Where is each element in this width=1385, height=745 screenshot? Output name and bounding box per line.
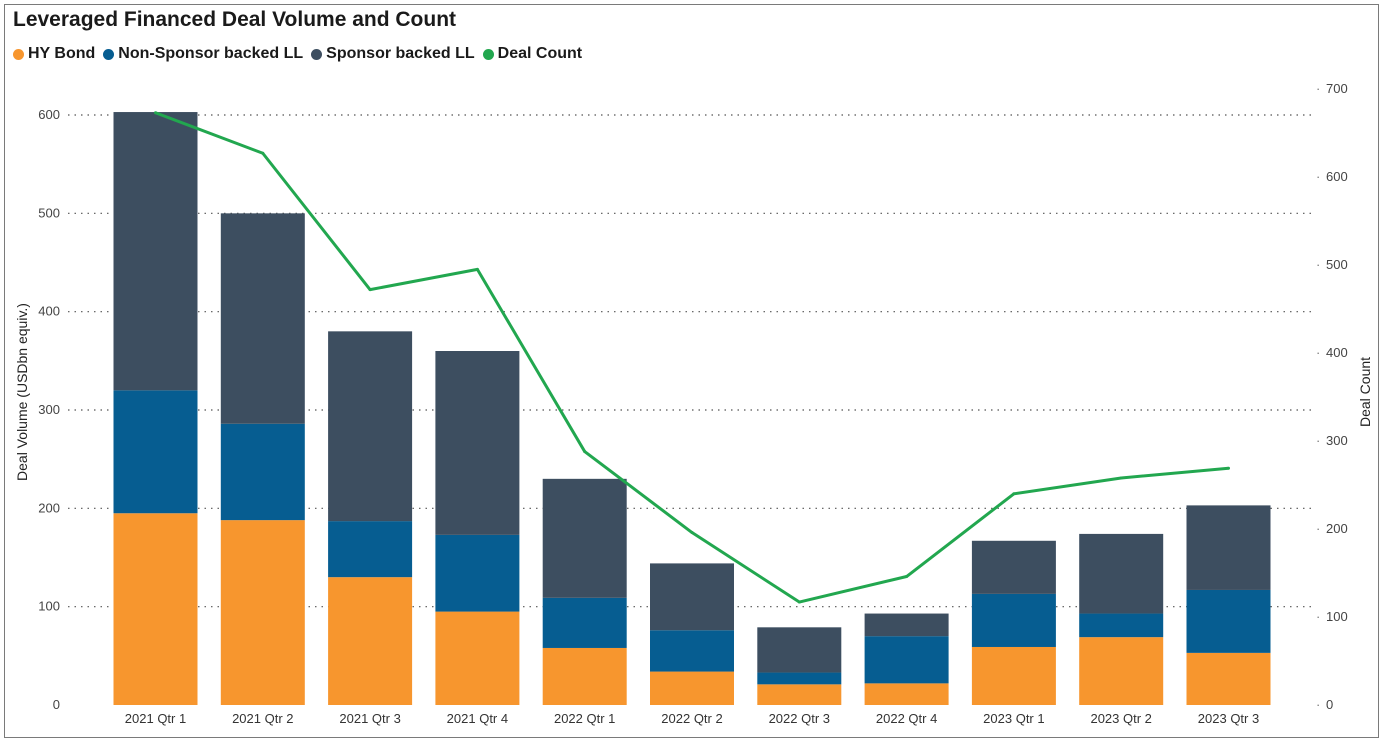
y2-tick-mark: · xyxy=(1316,257,1320,272)
y2-axis-title: Deal Count xyxy=(1357,357,1373,427)
x-tick-label: 2023 Qtr 3 xyxy=(1198,711,1259,726)
x-tick-label: 2023 Qtr 2 xyxy=(1090,711,1151,726)
deal-count-point xyxy=(690,531,694,535)
y2-tick-mark: · xyxy=(1316,697,1320,712)
x-tick-label: 2022 Qtr 1 xyxy=(554,711,615,726)
bar-segment xyxy=(1079,637,1164,705)
deal-count-point xyxy=(154,111,157,115)
chart-title: Leveraged Financed Deal Volume and Count xyxy=(13,8,457,31)
x-tick-label: 2021 Qtr 1 xyxy=(125,711,186,726)
y2-tick-label: 600 xyxy=(1326,169,1348,184)
bar-segment xyxy=(113,112,198,391)
x-tick-label: 2022 Qtr 2 xyxy=(661,711,722,726)
legend-marker xyxy=(13,48,24,60)
y2-tick-label: 700 xyxy=(1326,81,1348,96)
bar-segment xyxy=(864,613,949,637)
y-tick-label: 600 xyxy=(38,107,60,122)
legend-item[interactable]: HY Bond xyxy=(13,45,95,63)
x-tick-label: 2021 Qtr 2 xyxy=(232,711,293,726)
y2-tick-mark: · xyxy=(1316,433,1320,448)
bar-segment xyxy=(542,647,627,705)
deal-count-point xyxy=(905,575,909,579)
bar-segment xyxy=(757,627,842,673)
bar-segment xyxy=(328,331,413,522)
deal-count-point xyxy=(1012,492,1016,496)
bar-segment xyxy=(971,593,1056,647)
bar-segment xyxy=(1186,505,1271,590)
legend-label: Non-Sponsor backed LL xyxy=(118,45,304,62)
y2-tick-mark: · xyxy=(1316,81,1320,96)
bar-segment xyxy=(757,672,842,685)
y2-tick-label: 300 xyxy=(1326,433,1348,448)
deal-count-point xyxy=(1227,466,1230,470)
bar-segment xyxy=(1186,589,1271,653)
bar-segment xyxy=(328,577,413,705)
deal-count-point xyxy=(797,600,801,604)
legend-label: Sponsor backed LL xyxy=(326,45,475,62)
y2-tick-mark: · xyxy=(1316,345,1320,360)
y-tick-label: 200 xyxy=(38,500,60,515)
bar-segment xyxy=(1079,613,1164,638)
y-tick-label: 500 xyxy=(38,205,60,220)
x-tick-label: 2022 Qtr 4 xyxy=(876,711,937,726)
x-tick-label: 2021 Qtr 4 xyxy=(447,711,508,726)
bar-segment xyxy=(220,520,305,705)
legend-marker xyxy=(103,48,115,60)
legend-item[interactable]: Non-Sponsor backed LL xyxy=(103,45,303,63)
bar-segment xyxy=(971,646,1056,705)
bar-segment xyxy=(435,611,520,705)
bar-segment xyxy=(864,636,949,684)
legend-item[interactable]: Deal Count xyxy=(482,45,583,63)
bar-segment xyxy=(220,213,305,424)
bar-segment xyxy=(220,423,305,521)
y2-tick-label: 400 xyxy=(1326,345,1348,360)
bar-segment xyxy=(650,630,734,672)
deal-count-point xyxy=(1119,476,1123,480)
legend-item[interactable]: Sponsor backed LL xyxy=(311,45,475,63)
legend-label: HY Bond xyxy=(28,45,96,62)
y-axis-title: Deal Volume (USDbn equiv.) xyxy=(14,303,30,481)
deal-count-point xyxy=(475,267,479,271)
bar-segment xyxy=(864,683,949,705)
bar-segment xyxy=(435,351,520,535)
bar-segment xyxy=(1186,652,1271,705)
y2-tick-label: 100 xyxy=(1326,609,1348,624)
x-tick-label: 2021 Qtr 3 xyxy=(339,711,400,726)
bar-segment xyxy=(1079,533,1164,614)
deal-count-line xyxy=(154,111,1229,604)
legend-label: Deal Count xyxy=(497,45,583,62)
y-tick-label: 400 xyxy=(38,304,60,319)
y2-tick-label: 200 xyxy=(1326,521,1348,536)
y2-tick-label: 500 xyxy=(1326,257,1348,272)
deal-count-point xyxy=(261,151,265,155)
y-tick-label: 100 xyxy=(38,599,60,614)
bar-segment xyxy=(757,684,842,705)
bar-segment xyxy=(650,563,734,631)
y-tick-label: 300 xyxy=(38,402,60,417)
bar-segment xyxy=(542,478,627,598)
bar-segment xyxy=(650,671,734,705)
x-tick-label: 2022 Qtr 3 xyxy=(769,711,830,726)
y2-tick-label: 0 xyxy=(1326,697,1333,712)
bar-segment xyxy=(113,390,198,514)
deal-count-point xyxy=(583,450,587,454)
y2-tick-mark: · xyxy=(1316,169,1320,184)
x-tick-label: 2023 Qtr 1 xyxy=(983,711,1044,726)
legend-marker xyxy=(482,48,494,60)
y2-tick-mark: · xyxy=(1316,609,1320,624)
bar-segment xyxy=(435,534,520,612)
legend: HY Bond Non-Sponsor backed LL Sponsor back… xyxy=(13,45,590,63)
bar-segment xyxy=(113,513,198,705)
y2-tick-mark: · xyxy=(1316,521,1320,536)
bar-segment xyxy=(328,521,413,578)
legend-marker xyxy=(311,48,323,60)
y-tick-label: 0 xyxy=(53,697,60,712)
bar-segment xyxy=(542,597,627,648)
deal-count-point xyxy=(368,288,372,292)
bar-segment xyxy=(971,540,1056,594)
